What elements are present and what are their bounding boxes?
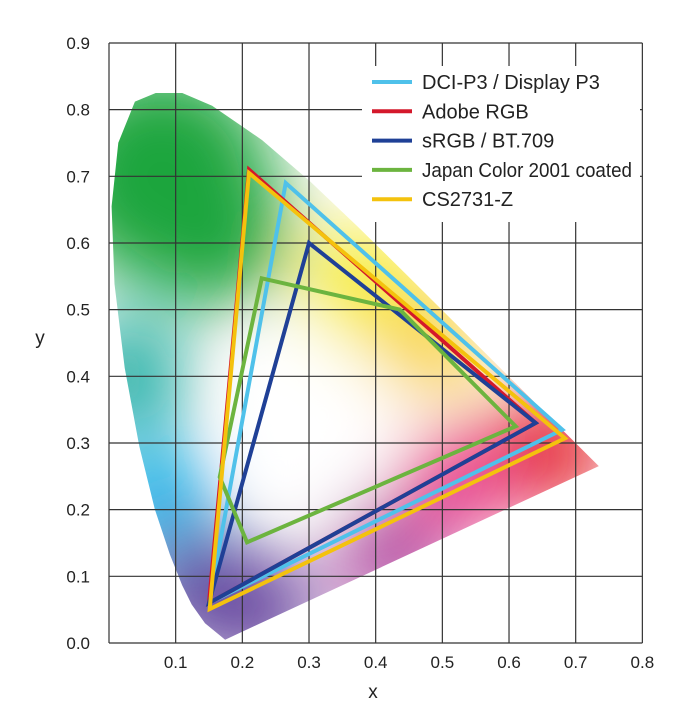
legend-label: CS2731-Z [422, 189, 513, 211]
x-tick-label: 0.4 [364, 653, 388, 672]
x-tick-label: 0.2 [231, 653, 255, 672]
x-tick-label: 0.5 [431, 653, 455, 672]
gamut-series [205, 165, 569, 613]
color-blob [334, 501, 445, 612]
y-tick-label: 0.8 [66, 101, 90, 120]
y-axis-label: y [35, 328, 45, 349]
legend-label: DCI-P3 / Display P3 [422, 72, 600, 94]
x-tick-label: 0.6 [497, 653, 521, 672]
y-tick-label: 0.9 [66, 34, 90, 53]
x-tick-label: 0.3 [297, 653, 321, 672]
x-axis-label: x [368, 682, 378, 703]
gamut-dci-p3-display-p3 [206, 179, 566, 607]
legend-label: sRGB / BT.709 [422, 131, 554, 153]
x-tick-label: 0.8 [631, 653, 655, 672]
y-tick-label: 0.3 [66, 434, 90, 453]
y-tick-label: 0.1 [66, 567, 90, 586]
y-tick-label: 0.6 [66, 234, 90, 253]
tick-labels: 0.1 0.2 0.3 0.4 0.5 0.6 0.7 0.8 0.0 0.1 0.2 0.3 0.4 0… [66, 34, 654, 672]
legend: DCI-P3 / Display P3 Adobe RGB sRGB / BT.70… [362, 66, 640, 222]
y-tick-label: 0.2 [66, 501, 90, 520]
x-tick-label: 0.1 [164, 653, 188, 672]
y-tick-label: 0.4 [66, 367, 90, 386]
y-tick-label: 0.7 [66, 167, 90, 186]
legend-label: Adobe RGB [422, 101, 529, 123]
y-tick-label: 0.0 [66, 634, 90, 653]
legend-background [362, 66, 640, 222]
x-tick-label: 0.7 [564, 653, 588, 672]
y-tick-label: 0.5 [66, 301, 90, 320]
legend-label: Japan Color 2001 coated [422, 160, 632, 182]
gamut-japan-color-2001-coated [217, 275, 520, 545]
gamut-cs2731-z [207, 169, 569, 613]
